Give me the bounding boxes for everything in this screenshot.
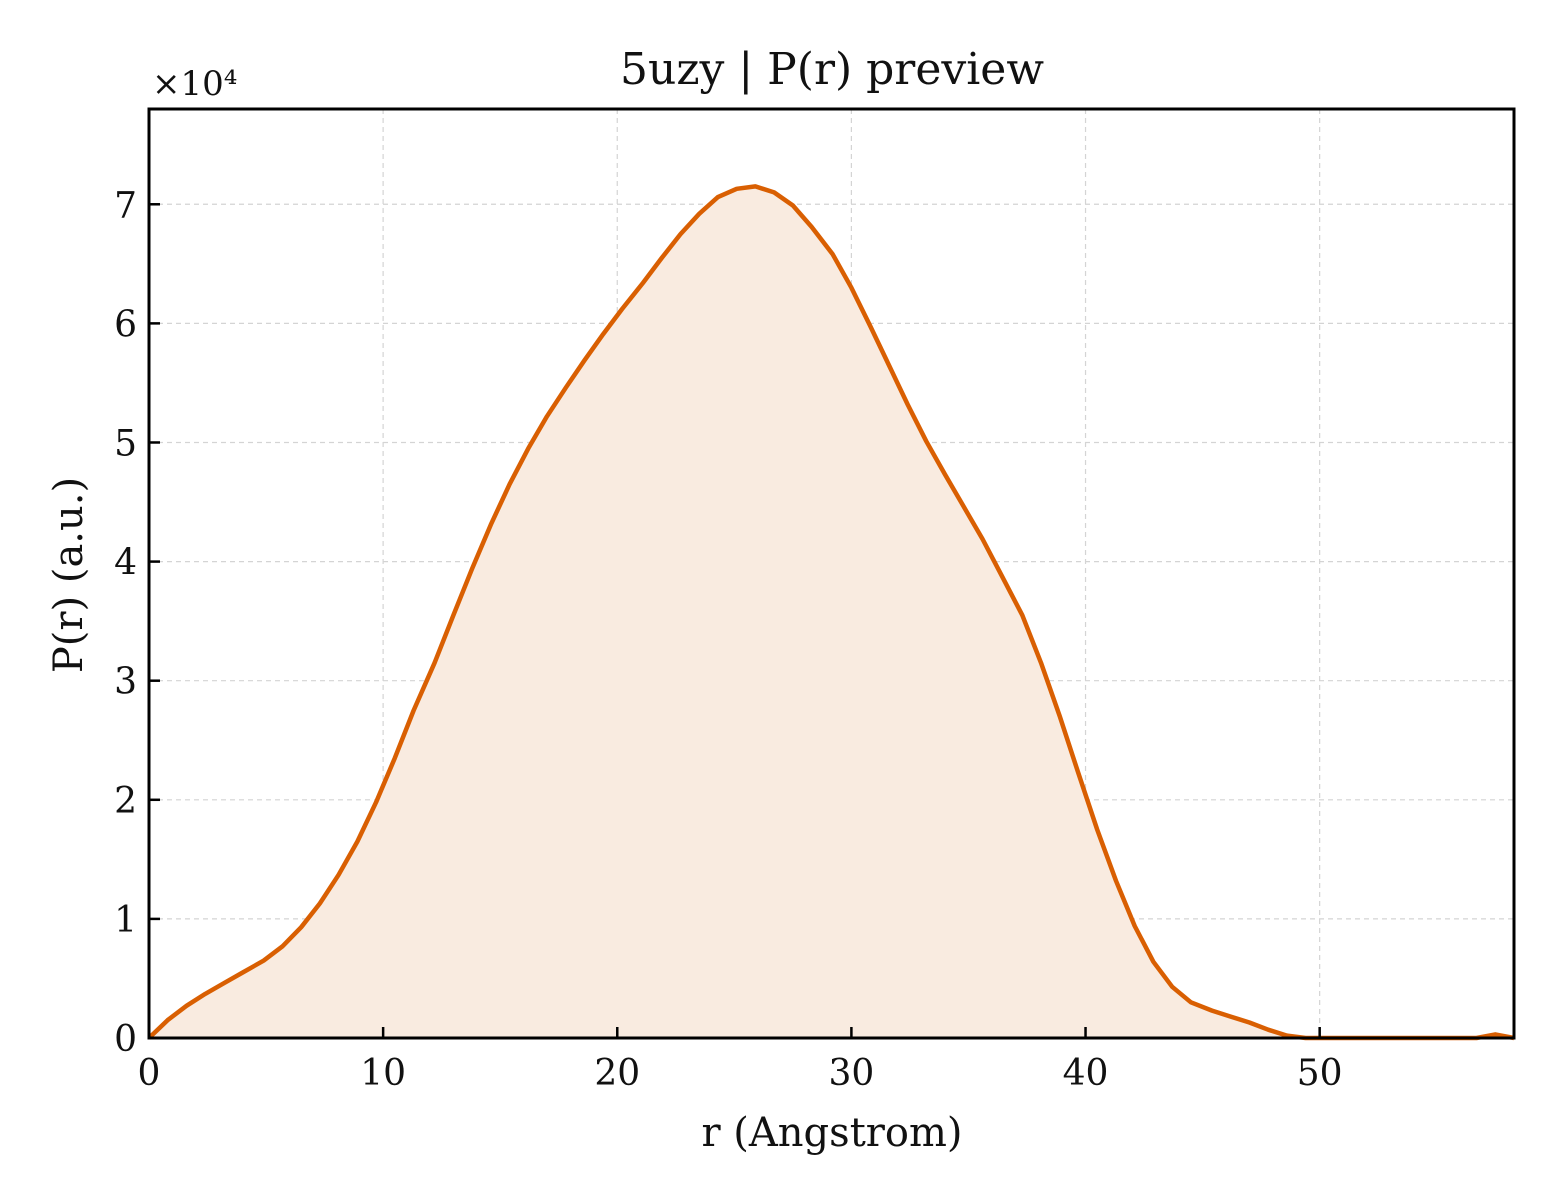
y-tick-label: 5 xyxy=(114,423,137,464)
x-axis-ticks: 0 10 20 30 40 50 xyxy=(138,1027,1343,1094)
x-tick-label: 30 xyxy=(828,1053,874,1094)
y-tick-label: 1 xyxy=(114,900,137,941)
y-axis-multiplier: ×10⁴ xyxy=(152,64,237,104)
x-tick-label: 0 xyxy=(138,1053,161,1094)
x-tick-label: 20 xyxy=(594,1053,640,1094)
y-tick-label: 0 xyxy=(114,1019,137,1060)
y-tick-label: 6 xyxy=(114,304,137,345)
y-tick-label: 3 xyxy=(114,662,137,703)
area-fill xyxy=(149,186,1514,1038)
y-tick-label: 2 xyxy=(114,781,137,822)
y-axis-label: P(r) (a.u.) xyxy=(46,477,92,673)
y-tick-label: 7 xyxy=(114,185,137,226)
series-line xyxy=(147,184,1515,1041)
chart-title: 5uzy | P(r) preview xyxy=(620,44,1044,95)
x-tick-label: 10 xyxy=(360,1053,406,1094)
plot-frame xyxy=(147,107,1516,1040)
y-axis-ticks: 0 1 2 3 4 5 6 7 xyxy=(114,185,160,1060)
x-tick-label: 40 xyxy=(1063,1053,1109,1094)
x-axis-label: r (Angstrom) xyxy=(701,1110,962,1156)
y-tick-label: 4 xyxy=(114,543,137,584)
x-tick-label: 50 xyxy=(1297,1053,1343,1094)
